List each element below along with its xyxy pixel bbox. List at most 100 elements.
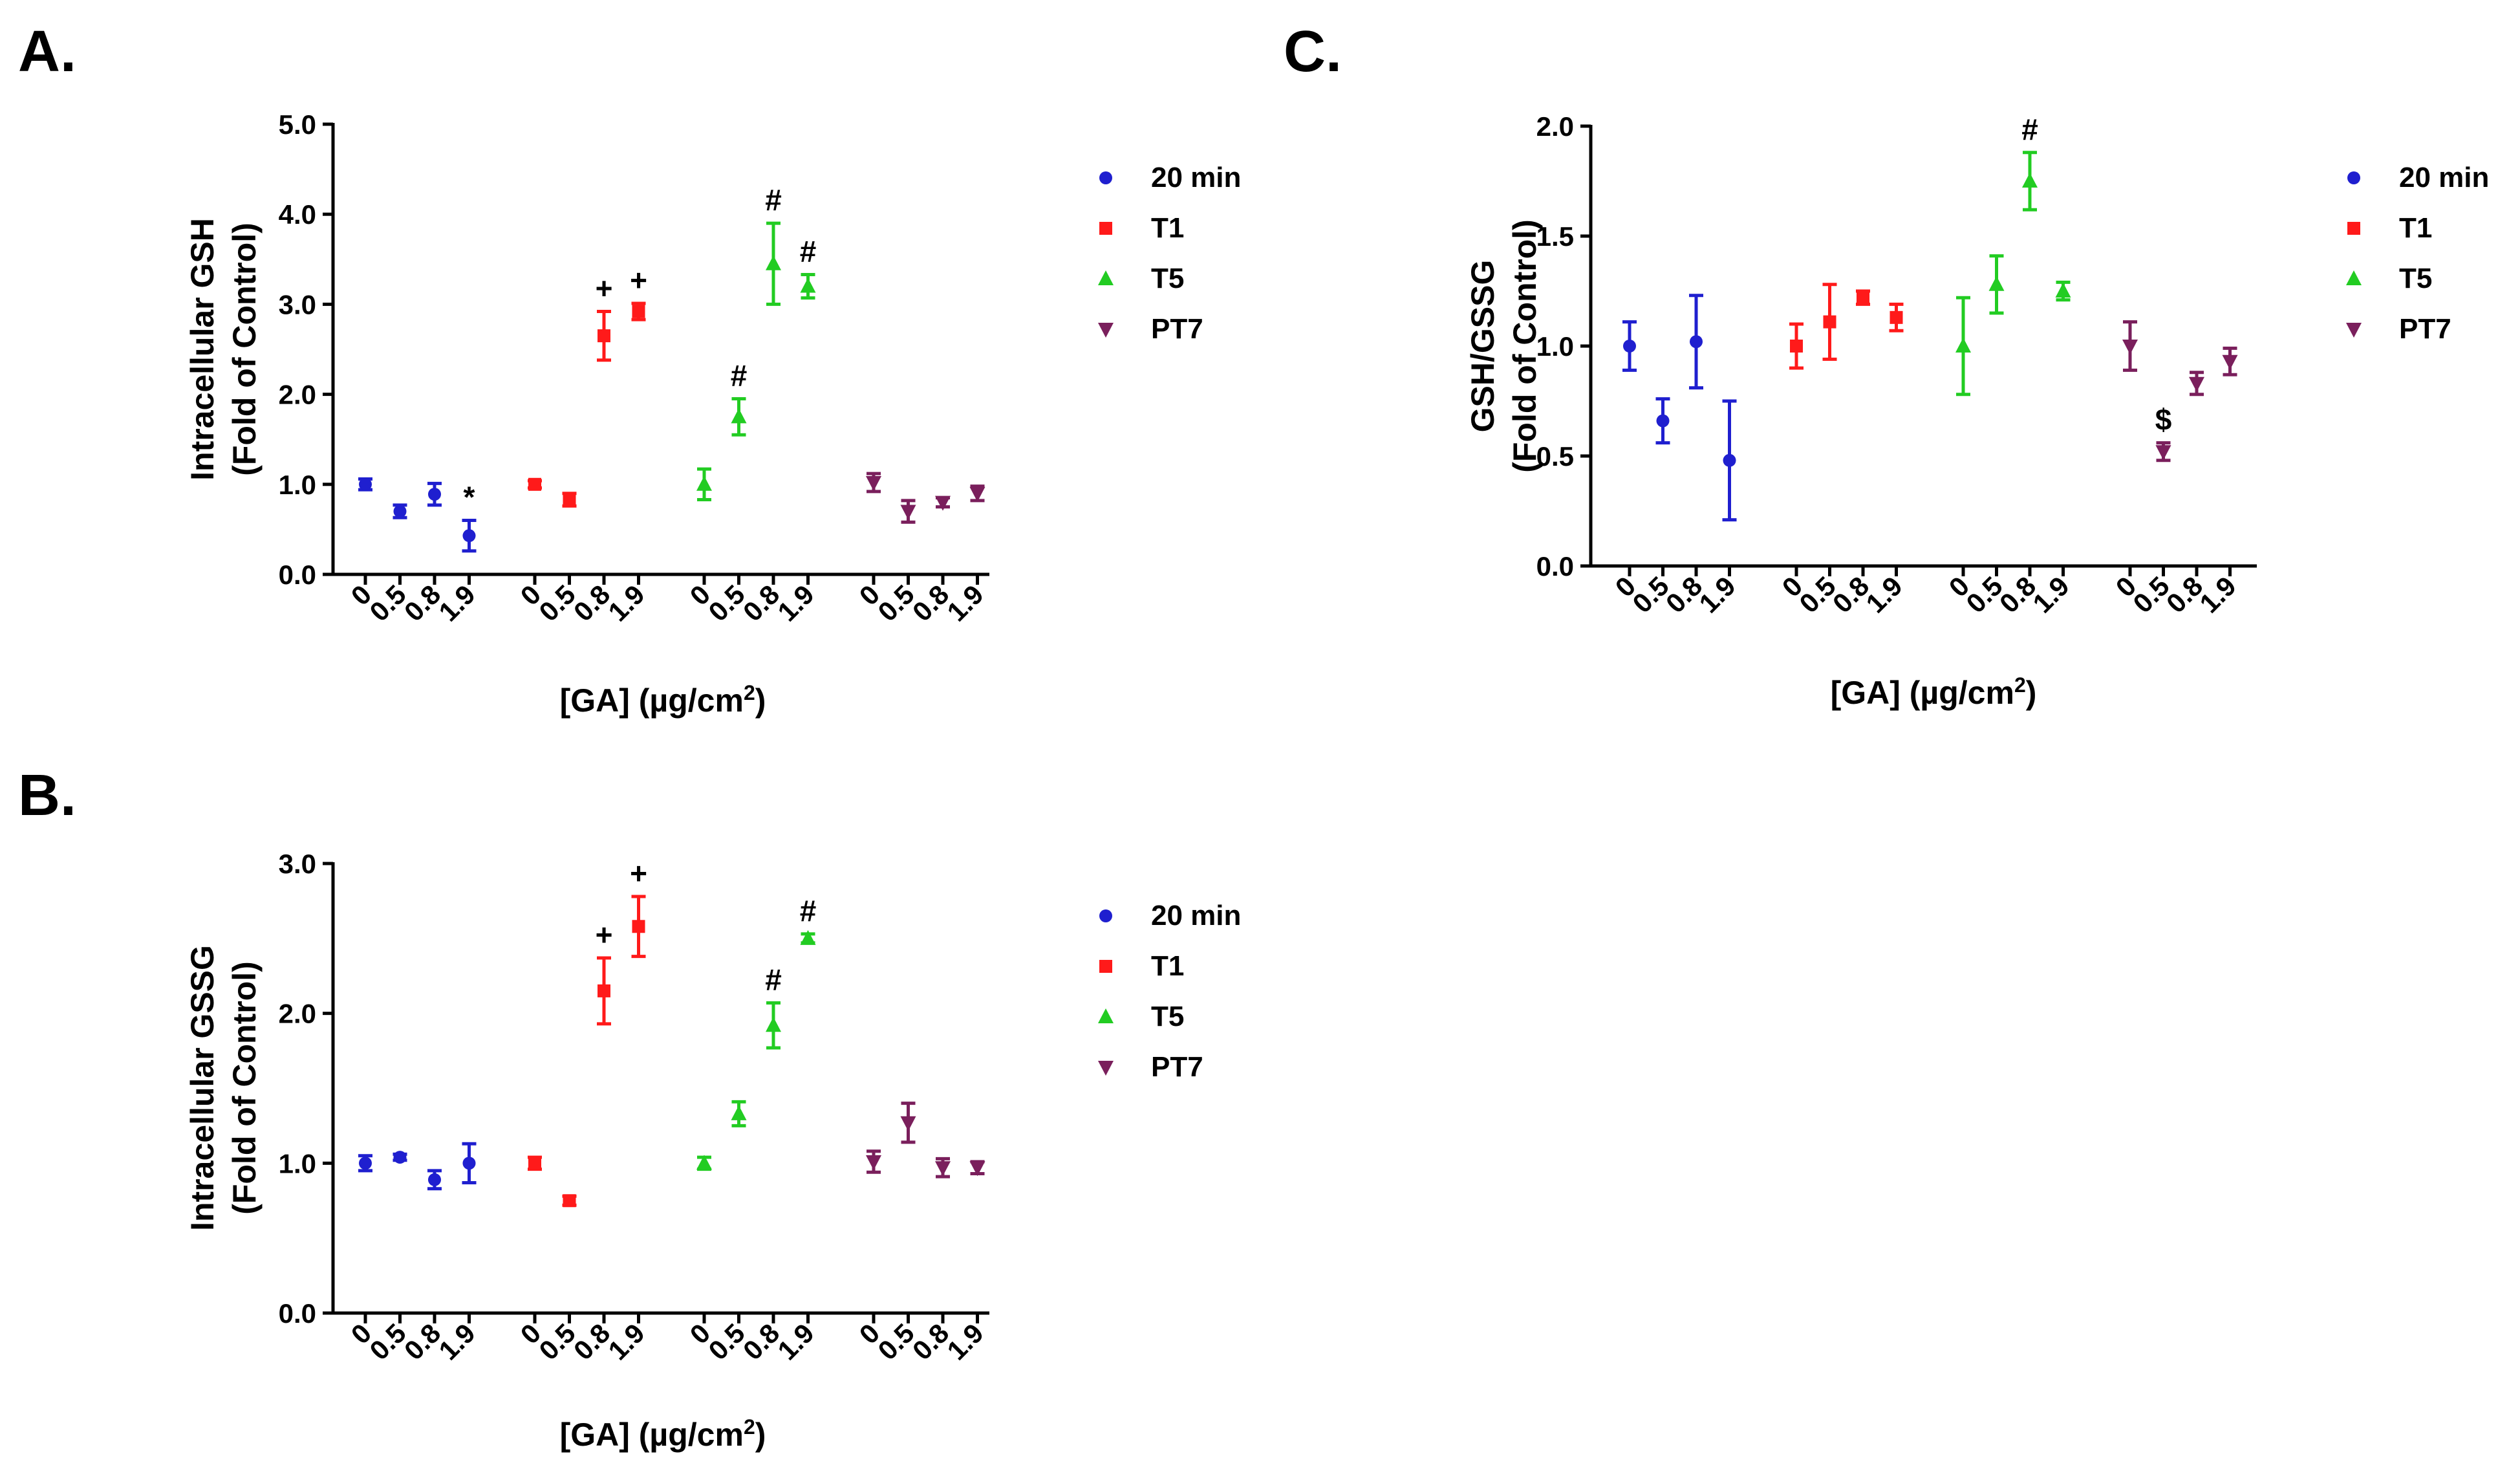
data-point xyxy=(866,1155,881,1171)
panel-3: C. 0.0 0.5 1.0 1.5 2.0 GSH/GSSG (Fold of Contro… xyxy=(1284,19,2489,711)
legend-marker xyxy=(2346,323,2362,338)
data-point xyxy=(428,1173,441,1186)
data-point xyxy=(632,920,645,933)
y-tick-label: 4.0 xyxy=(279,199,316,230)
legend-label: 20 min xyxy=(2399,162,2489,193)
legend-marker xyxy=(2346,270,2362,285)
legend-item: T1 xyxy=(1099,950,1184,982)
data-point xyxy=(528,1157,541,1170)
y-tick-label: 0.5 xyxy=(1536,441,1574,472)
legend-marker xyxy=(1099,222,1112,235)
significance-marker: + xyxy=(596,918,613,951)
legend-item: PT7 xyxy=(1098,1051,1203,1083)
data-point xyxy=(2055,283,2071,298)
series-20-min: * xyxy=(358,477,477,553)
legend-marker xyxy=(1099,171,1112,184)
significance-marker: * xyxy=(464,480,475,514)
legend-marker xyxy=(1099,960,1112,973)
y-tick-label: 3.0 xyxy=(279,849,316,879)
legend-marker xyxy=(1098,323,1114,338)
significance-marker: # xyxy=(2021,113,2038,146)
x-tick-label: 1.9 xyxy=(941,579,989,627)
legend-label: PT7 xyxy=(1151,1051,1203,1083)
data-point xyxy=(1955,338,1971,353)
data-point xyxy=(428,488,441,501)
panel-label: A. xyxy=(18,19,76,84)
data-point xyxy=(1623,340,1636,353)
significance-marker: # xyxy=(765,183,782,217)
y-tick-label: 2.0 xyxy=(1536,111,1574,142)
legend-marker xyxy=(1099,909,1112,922)
data-point xyxy=(632,305,645,318)
y-axis-subtitle: (Fold of Control) xyxy=(1507,219,1543,473)
data-point xyxy=(969,486,985,502)
legend-label: T5 xyxy=(1151,263,1184,294)
x-tick-label: 1.9 xyxy=(1860,571,1908,619)
y-axis-subtitle: (Fold of Control) xyxy=(226,961,263,1215)
x-tick-label: 1.9 xyxy=(433,579,481,627)
y-tick-label: 2.0 xyxy=(279,380,316,410)
series-pt7 xyxy=(866,1102,985,1179)
data-point xyxy=(1823,315,1836,329)
x-tick-label: 1.9 xyxy=(2027,571,2075,619)
x-axis-title: [GA] (µg/cm2) xyxy=(1831,673,2037,711)
y-tick-label: 1.0 xyxy=(1536,331,1574,362)
data-point xyxy=(969,1161,985,1177)
y-tick-label: 1.0 xyxy=(279,470,316,500)
data-point xyxy=(800,929,816,945)
y-axis-subtitle: (Fold of Control) xyxy=(226,223,263,476)
data-point xyxy=(563,493,576,506)
x-tick-label: 1.9 xyxy=(602,1318,651,1366)
data-point xyxy=(462,1157,476,1170)
legend-label: PT7 xyxy=(1151,313,1203,345)
significance-marker: + xyxy=(630,263,647,297)
significance-marker: # xyxy=(800,234,817,268)
y-axis-title: GSH/GSSG xyxy=(1465,260,1501,433)
data-point xyxy=(563,1194,576,1208)
significance-marker: $ xyxy=(2155,403,2172,437)
panel-label: B. xyxy=(18,763,76,828)
significance-marker: # xyxy=(800,894,817,928)
y-tick-label: 5.0 xyxy=(279,109,316,140)
x-tick-label: 1.9 xyxy=(771,579,820,627)
legend-item: T5 xyxy=(1098,263,1184,294)
data-point xyxy=(696,1155,712,1170)
data-point xyxy=(2022,173,2038,188)
series-t5: # # # xyxy=(696,183,817,501)
data-point xyxy=(766,1017,781,1032)
series-20-min xyxy=(1622,294,1737,522)
legend-item: PT7 xyxy=(2346,313,2451,345)
data-point xyxy=(2155,445,2171,461)
data-point xyxy=(696,475,712,491)
y-tick-label: 0.0 xyxy=(1536,551,1574,581)
legend-label: T5 xyxy=(2399,263,2432,294)
data-point xyxy=(731,408,747,424)
legend-item: 20 min xyxy=(1099,162,1241,193)
data-point xyxy=(866,476,881,492)
data-point xyxy=(2189,376,2204,392)
series-t1: ++ xyxy=(528,263,647,508)
series-t5: # xyxy=(1955,113,2071,397)
series-20-min xyxy=(358,1142,477,1191)
data-point xyxy=(598,329,610,343)
legend-label: T1 xyxy=(1151,212,1184,244)
y-tick-label: 2.0 xyxy=(279,999,316,1029)
data-point xyxy=(528,477,541,491)
y-axis-title: Intracellular GSH xyxy=(184,218,221,481)
legend-marker xyxy=(1098,1061,1114,1076)
data-point xyxy=(1857,291,1869,305)
legend-marker xyxy=(2347,171,2360,184)
x-tick-label: 1.9 xyxy=(1693,571,1741,619)
panel-label: C. xyxy=(1284,19,1342,84)
x-tick-label: 1.9 xyxy=(771,1318,820,1366)
significance-marker: + xyxy=(596,272,613,305)
y-tick-label: 1.0 xyxy=(279,1148,316,1179)
x-tick-label: 1.9 xyxy=(941,1318,989,1366)
data-point xyxy=(935,495,951,511)
legend-marker xyxy=(1098,1008,1114,1023)
series-t1 xyxy=(1789,283,1904,370)
data-point xyxy=(393,1151,407,1164)
series-t5: ## xyxy=(696,894,817,1171)
data-point xyxy=(766,255,781,270)
